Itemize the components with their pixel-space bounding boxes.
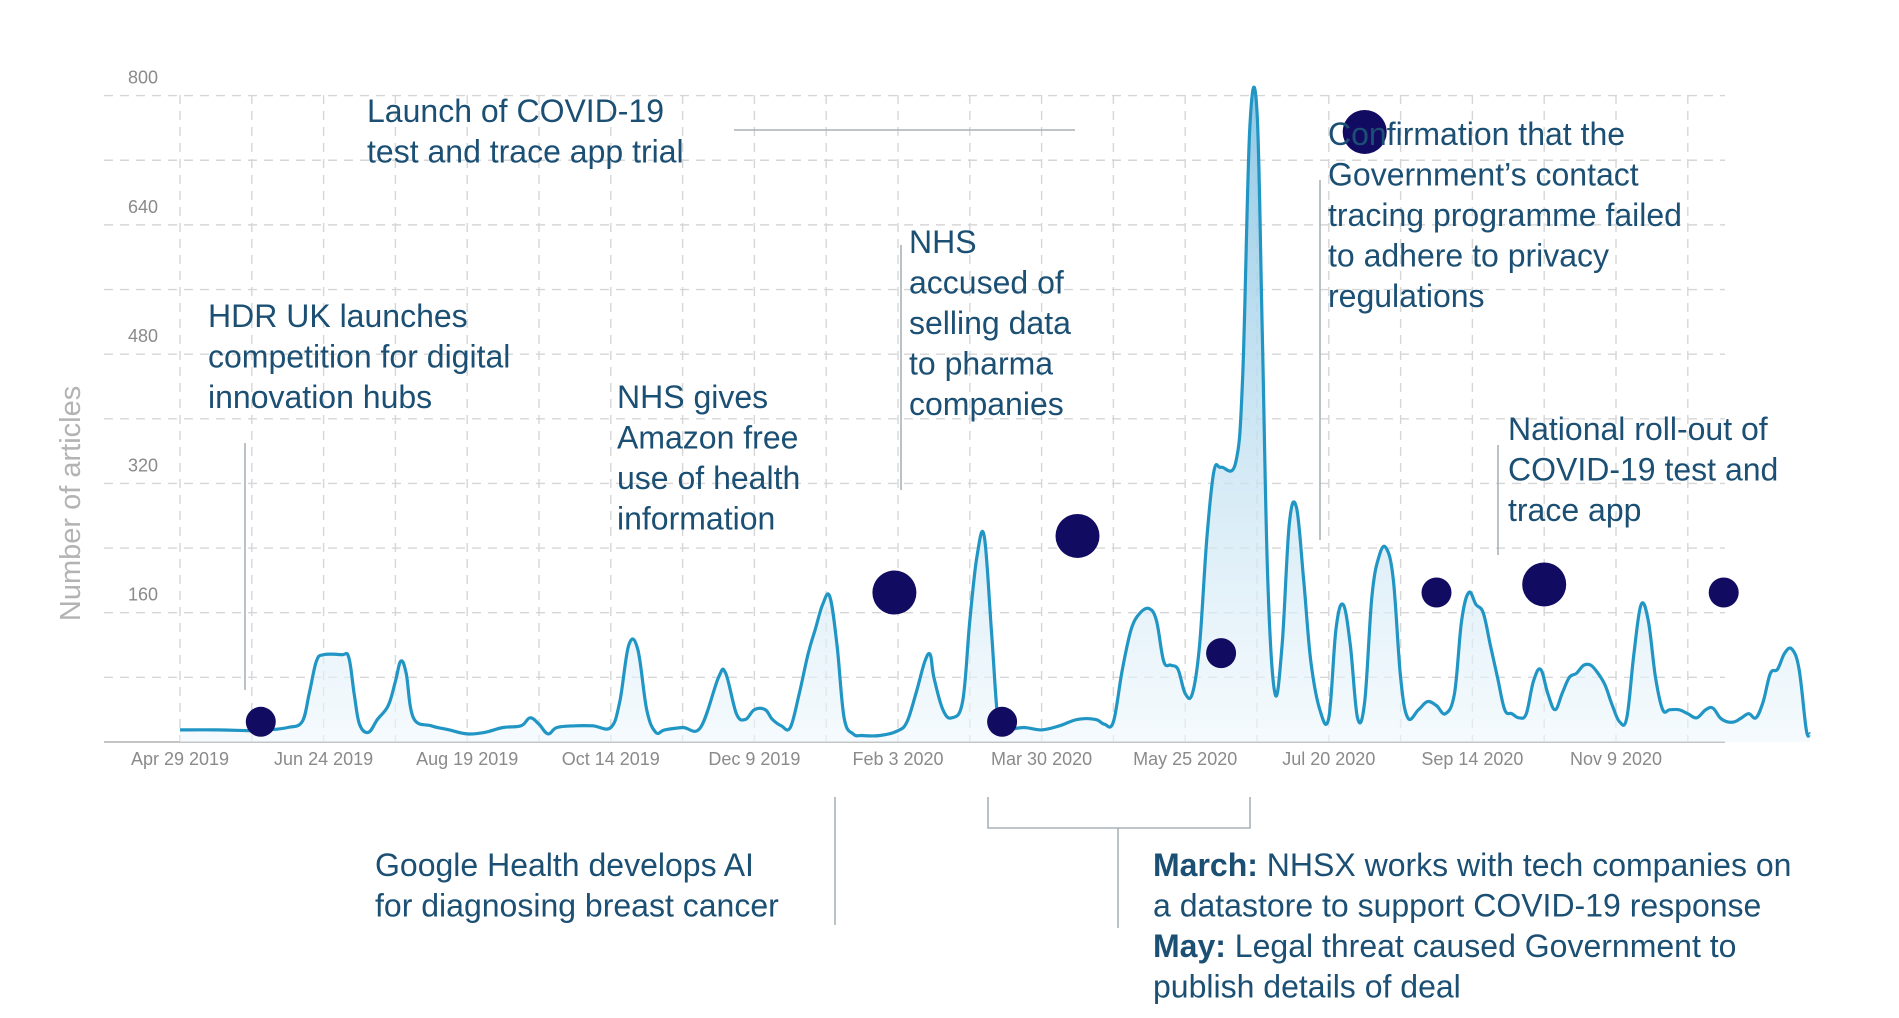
y-tick-label: 640 (128, 197, 158, 217)
annotation-line: information (617, 501, 775, 537)
annotation-line: May: Legal threat caused Government to (1153, 928, 1736, 964)
series-line (179, 85, 1812, 738)
event-marker (1206, 638, 1237, 669)
annotation-line: HDR UK launches (208, 298, 468, 334)
annotation-line: Amazon free (617, 420, 798, 456)
annotation-label: NHS accused of selling data to pharma compan… (909, 224, 1071, 422)
event-marker (987, 706, 1018, 737)
annotation-label: National roll-out of COVID-19 test and tra… (1508, 411, 1778, 528)
annotation-line: innovation hubs (208, 379, 432, 415)
annotation-line: COVID-19 test and (1508, 452, 1778, 488)
event-markers (245, 109, 1739, 737)
leader-line (987, 797, 1251, 829)
annotation-line: Google Health develops AI (375, 847, 754, 883)
annotation-line: regulations (1328, 278, 1485, 314)
annotation-line: companies (909, 386, 1064, 422)
x-tick-label: Oct 14 2019 (562, 749, 660, 769)
annotation-line: tracing programme failed (1328, 197, 1682, 233)
annotation-line: competition for digital (208, 339, 510, 375)
annotation-label: Google Health develops AI for diagnosing … (375, 847, 779, 924)
annotation-line: publish details of deal (1153, 969, 1461, 1005)
annotation-label: HDR UK launches competition for digital in… (208, 298, 510, 415)
annotation-text: a datastore to support COVID-19 response (1153, 888, 1761, 924)
annotation-line: to adhere to privacy (1328, 238, 1609, 274)
x-tick-label: Jul 20 2020 (1282, 749, 1375, 769)
event-marker (1708, 577, 1739, 608)
y-axis-label: Number of articles (55, 386, 87, 621)
nhsx-datastore-annotation: March: NHSX works with tech companies on… (1153, 847, 1791, 1005)
event-marker (1421, 577, 1452, 608)
annotation-bold-month: May: (1153, 928, 1226, 964)
annotation-line: a datastore to support COVID-19 response (1153, 888, 1761, 924)
x-tick-label: Feb 3 2020 (852, 749, 943, 769)
annotation-line: Government’s contact (1328, 157, 1639, 193)
annotation-line: NHS (909, 224, 977, 260)
annotation-line: Confirmation that the (1328, 116, 1625, 152)
y-tick-label: 320 (128, 455, 158, 475)
gridlines (104, 94, 1725, 742)
annotation-line: NHS gives (617, 379, 768, 415)
y-tick-label: 160 (128, 585, 158, 605)
annotation-leaders (244, 129, 1499, 928)
event-marker (872, 570, 917, 615)
series-layer (179, 85, 1812, 742)
x-tick-label: Aug 19 2019 (416, 749, 518, 769)
event-marker (245, 706, 276, 737)
x-tick-label: Jun 24 2019 (274, 749, 373, 769)
x-tick-label: May 25 2020 (1133, 749, 1237, 769)
annotation-line: use of health (617, 460, 800, 496)
event-marker (1342, 109, 1387, 154)
annotation-line: accused of (909, 265, 1064, 301)
annotation-text: NHSX works with tech companies on (1258, 847, 1792, 883)
y-tick-label: 480 (128, 326, 158, 346)
annotation-label: NHS gives Amazon free use of health informa… (617, 379, 800, 537)
annotation-label: Launch of COVID-19 test and trace app tri… (367, 93, 684, 170)
annotation-label: Confirmation that the Government’s contac… (1328, 116, 1682, 314)
annotation-line: Launch of COVID-19 (367, 93, 664, 129)
y-tick-label: 800 (128, 68, 158, 88)
event-marker (1522, 562, 1567, 607)
annotation-bold-month: March: (1153, 847, 1258, 883)
x-tick-label: Dec 9 2019 (708, 749, 800, 769)
x-tick-label: Apr 29 2019 (131, 749, 229, 769)
annotation-text: publish details of deal (1153, 969, 1461, 1005)
x-tick-label: Nov 9 2020 (1570, 749, 1662, 769)
annotation-line: March: NHSX works with tech companies on (1153, 847, 1791, 883)
x-tick-label: Mar 30 2020 (991, 749, 1092, 769)
annotation-text: Legal threat caused Government to (1226, 928, 1737, 964)
annotation-line: National roll-out of (1508, 411, 1768, 447)
annotation-labels: HDR UK launches competition for digital in… (208, 93, 1791, 1005)
annotation-line: selling data (909, 305, 1071, 341)
annotation-line: to pharma (909, 346, 1053, 382)
x-tick-label: Sep 14 2020 (1421, 749, 1523, 769)
annotation-line: test and trace app trial (367, 134, 684, 170)
annotation-line: for diagnosing breast cancer (375, 888, 779, 924)
event-marker (1055, 513, 1100, 558)
series-area-fill (180, 87, 1810, 742)
annotation-line: trace app (1508, 492, 1641, 528)
